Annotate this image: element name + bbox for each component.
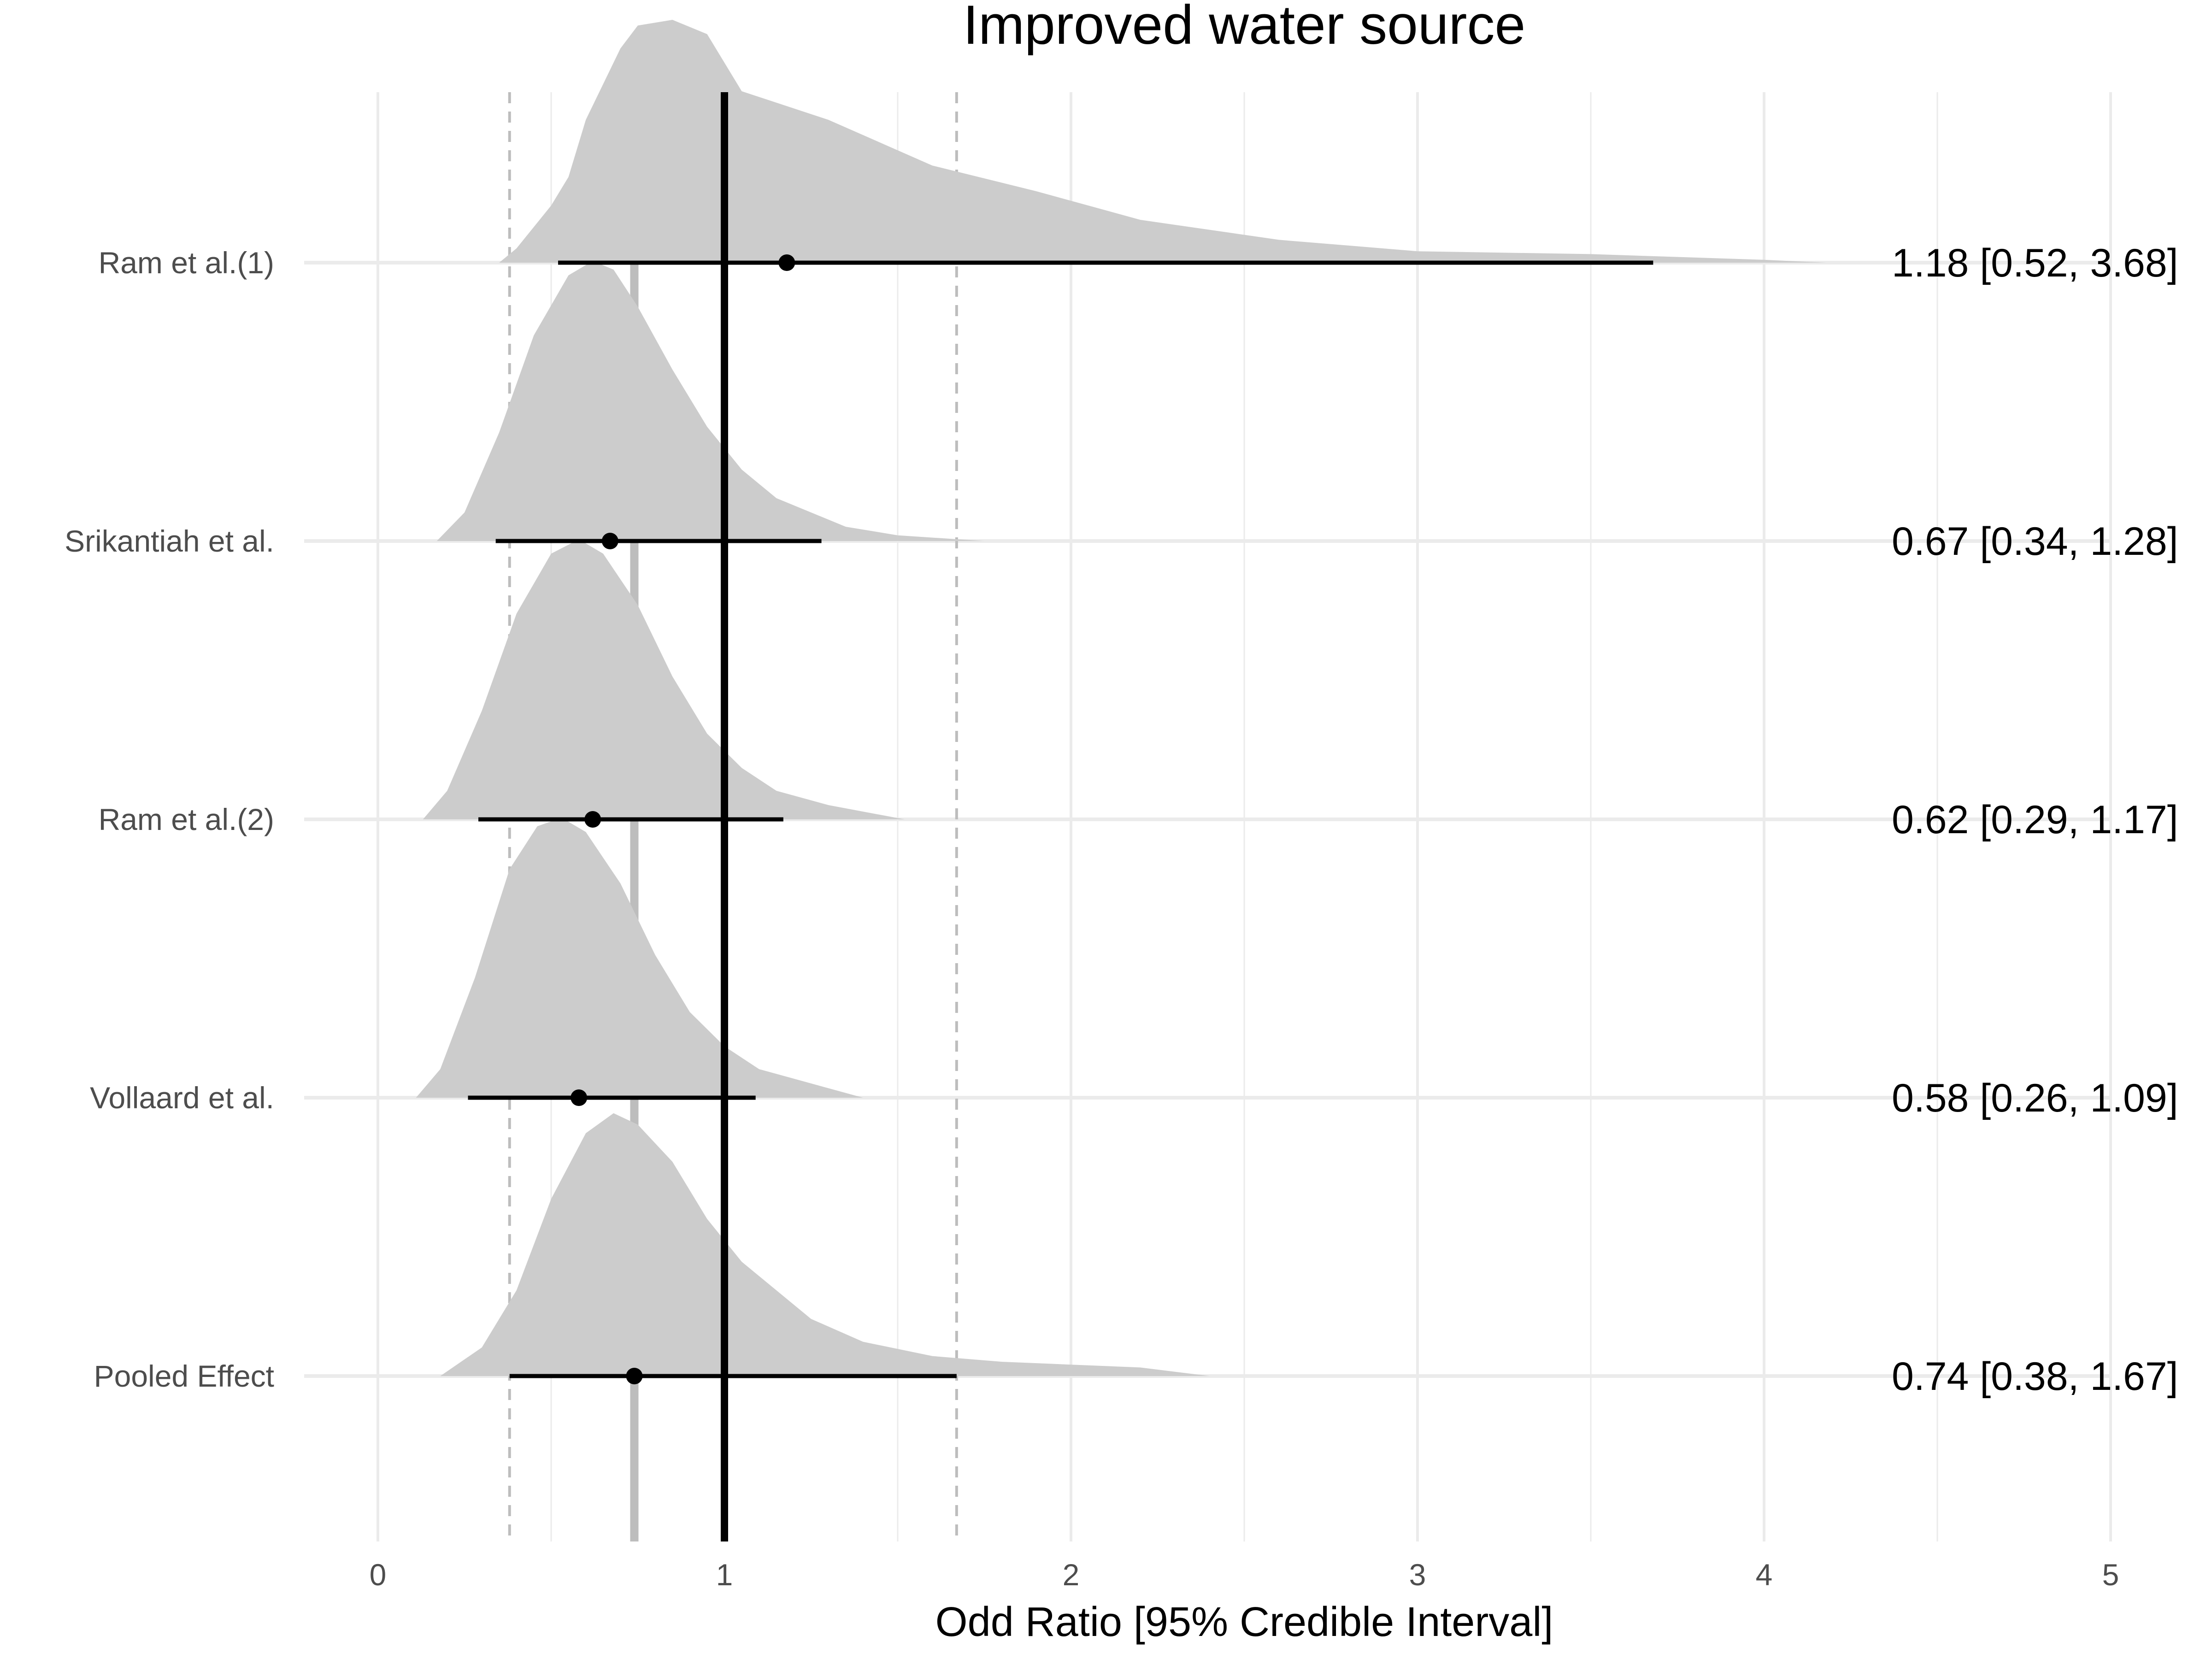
x-tick-label: 1 (716, 1558, 733, 1592)
estimate-label: 0.62 [0.29, 1.17] (1892, 798, 2178, 842)
study-label: Ram et al.(2) (99, 802, 274, 836)
interval-layer (468, 92, 1653, 1541)
density-ridge (416, 818, 863, 1098)
study-label: Vollaard et al. (90, 1081, 274, 1115)
x-tick-label: 0 (370, 1558, 387, 1592)
x-tick-label: 4 (1756, 1558, 1773, 1592)
x-tick-label: 3 (1409, 1558, 1426, 1592)
estimate-label: 0.58 [0.26, 1.09] (1892, 1076, 2178, 1120)
point-estimate (571, 1089, 588, 1106)
study-label: Srikantiah et al. (65, 524, 274, 558)
chart-title: Improved water source (963, 0, 1526, 56)
point-estimate (626, 1368, 643, 1384)
density-ridge (423, 539, 905, 819)
estimate-label: 0.67 [0.34, 1.28] (1892, 519, 2178, 564)
point-estimate (584, 811, 601, 828)
point-estimate (778, 254, 795, 271)
label-layer: 0 1 2 3 4 5 Ram et al.(1) 1.18 [0.52, 3.68] Srik… (65, 241, 2178, 1592)
density-ridge (499, 20, 1827, 263)
estimate-label: 1.18 [0.52, 3.68] (1892, 241, 2178, 285)
density-ridge (436, 261, 984, 541)
study-label: Pooled Effect (94, 1359, 274, 1393)
x-tick-label: 2 (1063, 1558, 1080, 1592)
point-estimate (601, 533, 618, 549)
x-axis-title: Odd Ratio [95% Credible Interval] (935, 1599, 1553, 1645)
x-tick-label: 5 (2102, 1558, 2119, 1592)
density-layer (416, 20, 1827, 1376)
density-ridge (440, 1113, 1210, 1376)
study-label: Ram et al.(1) (99, 246, 274, 280)
estimate-label: 0.74 [0.38, 1.67] (1892, 1354, 2178, 1399)
